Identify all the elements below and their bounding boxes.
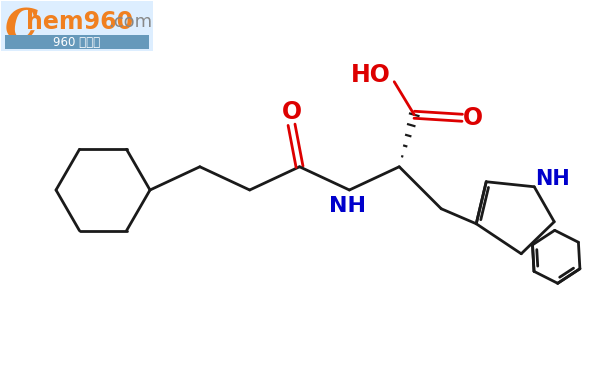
Text: C: C [5,7,38,49]
Text: .com: .com [108,13,152,31]
Text: HO: HO [352,63,391,87]
Text: O: O [463,106,483,130]
Bar [1,1,153,51]
Text: NH: NH [535,169,570,189]
Text: hem960: hem960 [26,10,133,34]
Text: 960 化工网: 960 化工网 [53,36,100,50]
Bar [5,35,149,49]
Text: NH: NH [329,196,366,216]
Text: O: O [281,100,302,124]
